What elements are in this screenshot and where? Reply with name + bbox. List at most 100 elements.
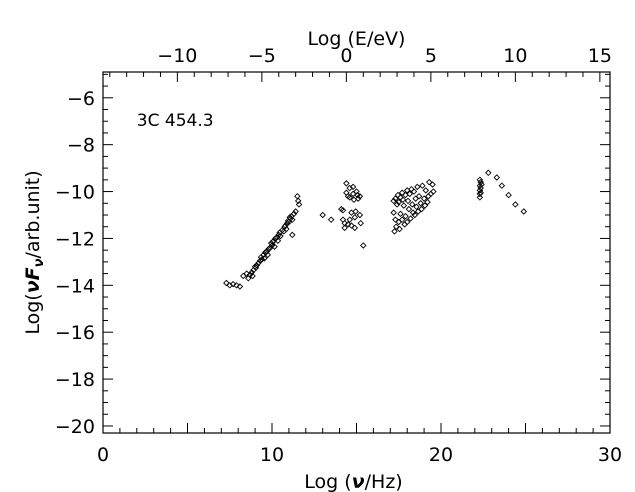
data-point [357, 219, 364, 227]
y-axis-title-subscript: ν [32, 258, 47, 267]
x-axis-title: Log (ν/Hz) [304, 471, 402, 492]
data-point [249, 272, 256, 280]
data-point [397, 210, 404, 218]
data-point [392, 195, 399, 202]
data-point [253, 262, 261, 269]
data-point [263, 248, 271, 255]
data-point [477, 189, 484, 196]
data-point [277, 232, 284, 240]
data-point [425, 178, 433, 186]
data-point [409, 209, 417, 216]
data-point [493, 174, 501, 181]
data-point [344, 221, 352, 228]
data-point [498, 182, 506, 189]
data-point [485, 169, 492, 177]
data-point [248, 269, 255, 276]
axis-ticks [102, 72, 611, 433]
data-point [295, 201, 303, 208]
data-point [393, 201, 401, 208]
data-point [421, 202, 429, 209]
data-point [418, 205, 425, 213]
top-x-tick-label: 15 [588, 45, 612, 67]
data-point [260, 251, 267, 259]
data-point [226, 282, 233, 289]
data-point [404, 197, 412, 205]
tick-labels: 0 10 20 30 −10 −5 0 5 10 15 −20 −18 −16 −14 −12 −10 −8 −6 [55, 45, 622, 466]
x-axis-title-suffix: /Hz) [365, 471, 403, 492]
data-point [273, 234, 281, 241]
data-point [261, 255, 268, 262]
data-point [420, 195, 428, 202]
data-point [395, 198, 402, 206]
data-point [399, 196, 407, 203]
top-x-tick-label: −10 [157, 45, 197, 67]
data-point [356, 193, 364, 200]
data-point [255, 259, 262, 267]
y-tick-label: −12 [55, 228, 95, 250]
data-point [292, 208, 299, 215]
data-point [430, 188, 437, 195]
top-x-tick-label: 0 [340, 45, 352, 67]
data-point [274, 237, 282, 245]
data-point [410, 188, 418, 195]
data-point [396, 225, 403, 233]
data-point [398, 216, 406, 223]
data-point [289, 231, 296, 239]
data-point [264, 251, 272, 259]
data-point [354, 195, 362, 202]
data-point [422, 187, 430, 194]
data-point [327, 216, 335, 223]
data-point [346, 194, 353, 201]
data-point [271, 243, 278, 250]
data-point [346, 184, 353, 192]
data-point [349, 183, 357, 191]
x-tick-label: 30 [598, 444, 622, 466]
data-point [414, 183, 421, 191]
data-point [282, 222, 289, 229]
data-point [407, 215, 414, 222]
x-axis-title-symbol: ν [352, 471, 365, 492]
y-axis-title: Log(νFν/arb.unit) [22, 170, 47, 334]
y-axis-title-prefix: Log( [22, 293, 44, 334]
data-point [419, 182, 426, 189]
x-axis-title-prefix: Log ( [304, 471, 351, 492]
data-point [223, 279, 230, 287]
data-point [356, 211, 364, 219]
data-point [429, 181, 436, 188]
y-tick-label: −10 [55, 182, 95, 204]
data-point [339, 216, 347, 223]
data-point [391, 228, 398, 235]
data-point [520, 208, 528, 215]
source-annotation: 3C 454.3 [137, 111, 214, 131]
data-point [476, 194, 484, 201]
y-tick-label: −6 [67, 88, 95, 110]
data-point [294, 197, 302, 205]
y-tick-label: −16 [55, 322, 95, 344]
y-tick-label: −20 [55, 416, 95, 438]
data-point [390, 209, 397, 216]
data-point [236, 283, 244, 290]
x-tick-label: 10 [260, 444, 284, 466]
data-point [402, 212, 409, 220]
data-point [290, 210, 298, 218]
data-point [289, 216, 296, 223]
top-axis-title: Log (E/eV) [308, 28, 406, 50]
data-point [405, 205, 413, 213]
data-point [400, 202, 408, 209]
data-point [417, 200, 424, 207]
data-point [243, 270, 250, 277]
data-point [413, 203, 420, 211]
data-points [223, 169, 528, 290]
data-point [424, 198, 431, 206]
y-tick-label: −8 [67, 135, 95, 157]
data-point [346, 216, 353, 223]
data-point [258, 256, 266, 263]
data-point [505, 191, 512, 199]
data-point [406, 190, 413, 198]
data-point [233, 282, 240, 289]
data-point [415, 193, 423, 200]
data-point [476, 176, 484, 184]
top-x-tick-label: 10 [503, 45, 527, 67]
data-point [351, 214, 359, 221]
data-point [409, 201, 416, 208]
